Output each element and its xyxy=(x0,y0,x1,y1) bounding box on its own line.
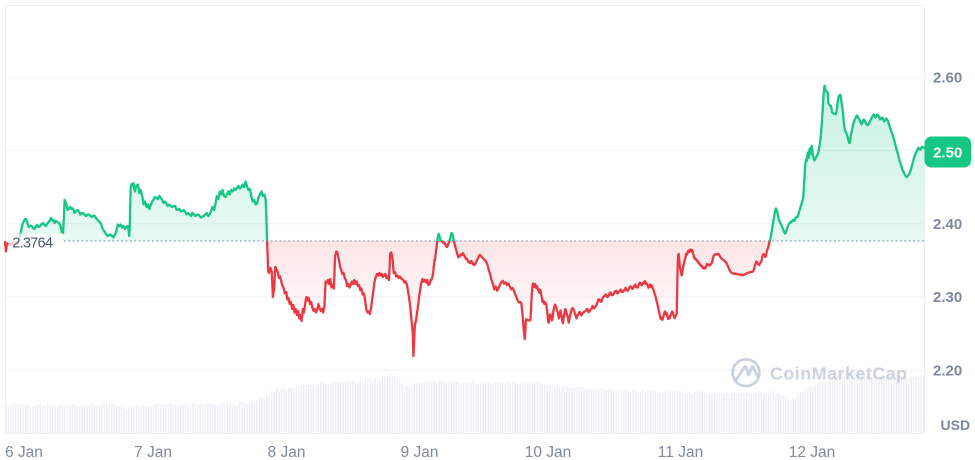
svg-text:2.3764: 2.3764 xyxy=(12,236,53,252)
svg-text:12 Jan: 12 Jan xyxy=(789,444,836,460)
svg-text:2.20: 2.20 xyxy=(933,363,962,380)
svg-text:2.50: 2.50 xyxy=(933,145,962,162)
svg-text:8 Jan: 8 Jan xyxy=(268,444,306,460)
svg-text:6 Jan: 6 Jan xyxy=(5,444,43,460)
svg-text:7 Jan: 7 Jan xyxy=(134,444,172,460)
svg-text:2.30: 2.30 xyxy=(933,289,962,306)
svg-text:CoinMarketCap: CoinMarketCap xyxy=(770,364,908,384)
svg-text:11 Jan: 11 Jan xyxy=(658,444,703,460)
svg-text:2.60: 2.60 xyxy=(933,70,962,87)
svg-text:2.40: 2.40 xyxy=(933,216,962,233)
svg-text:USD: USD xyxy=(941,417,971,433)
svg-text:10 Jan: 10 Jan xyxy=(525,444,572,460)
svg-text:9 Jan: 9 Jan xyxy=(401,444,439,460)
